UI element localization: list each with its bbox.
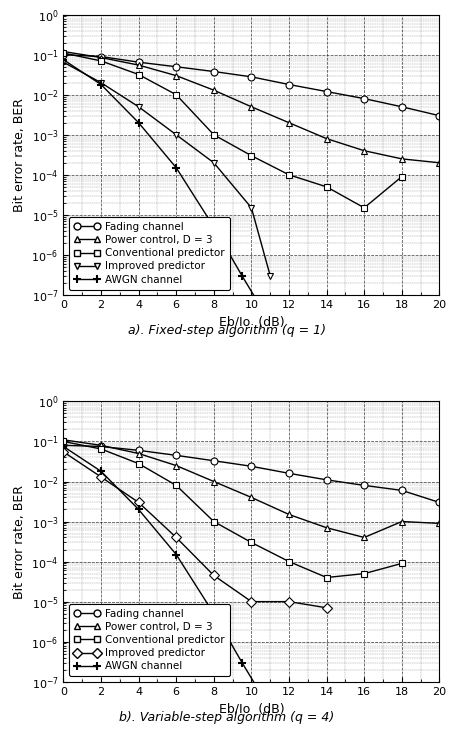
X-axis label: Eb/Io  (dB): Eb/Io (dB) [219,702,284,715]
Text: a). Fixed-step algorithm (q = 1): a). Fixed-step algorithm (q = 1) [127,324,326,337]
Y-axis label: Bit error rate, BER: Bit error rate, BER [13,97,26,212]
Legend: Fading channel, Power control, D = 3, Conventional predictor, Improved predictor: Fading channel, Power control, D = 3, Co… [68,217,230,290]
Y-axis label: Bit error rate, BER: Bit error rate, BER [13,485,26,599]
Text: b). Variable-step algorithm (q = 4): b). Variable-step algorithm (q = 4) [119,711,334,724]
Legend: Fading channel, Power control, D = 3, Conventional predictor, Improved predictor: Fading channel, Power control, D = 3, Co… [68,603,230,677]
X-axis label: Eb/Io  (dB): Eb/Io (dB) [219,315,284,328]
